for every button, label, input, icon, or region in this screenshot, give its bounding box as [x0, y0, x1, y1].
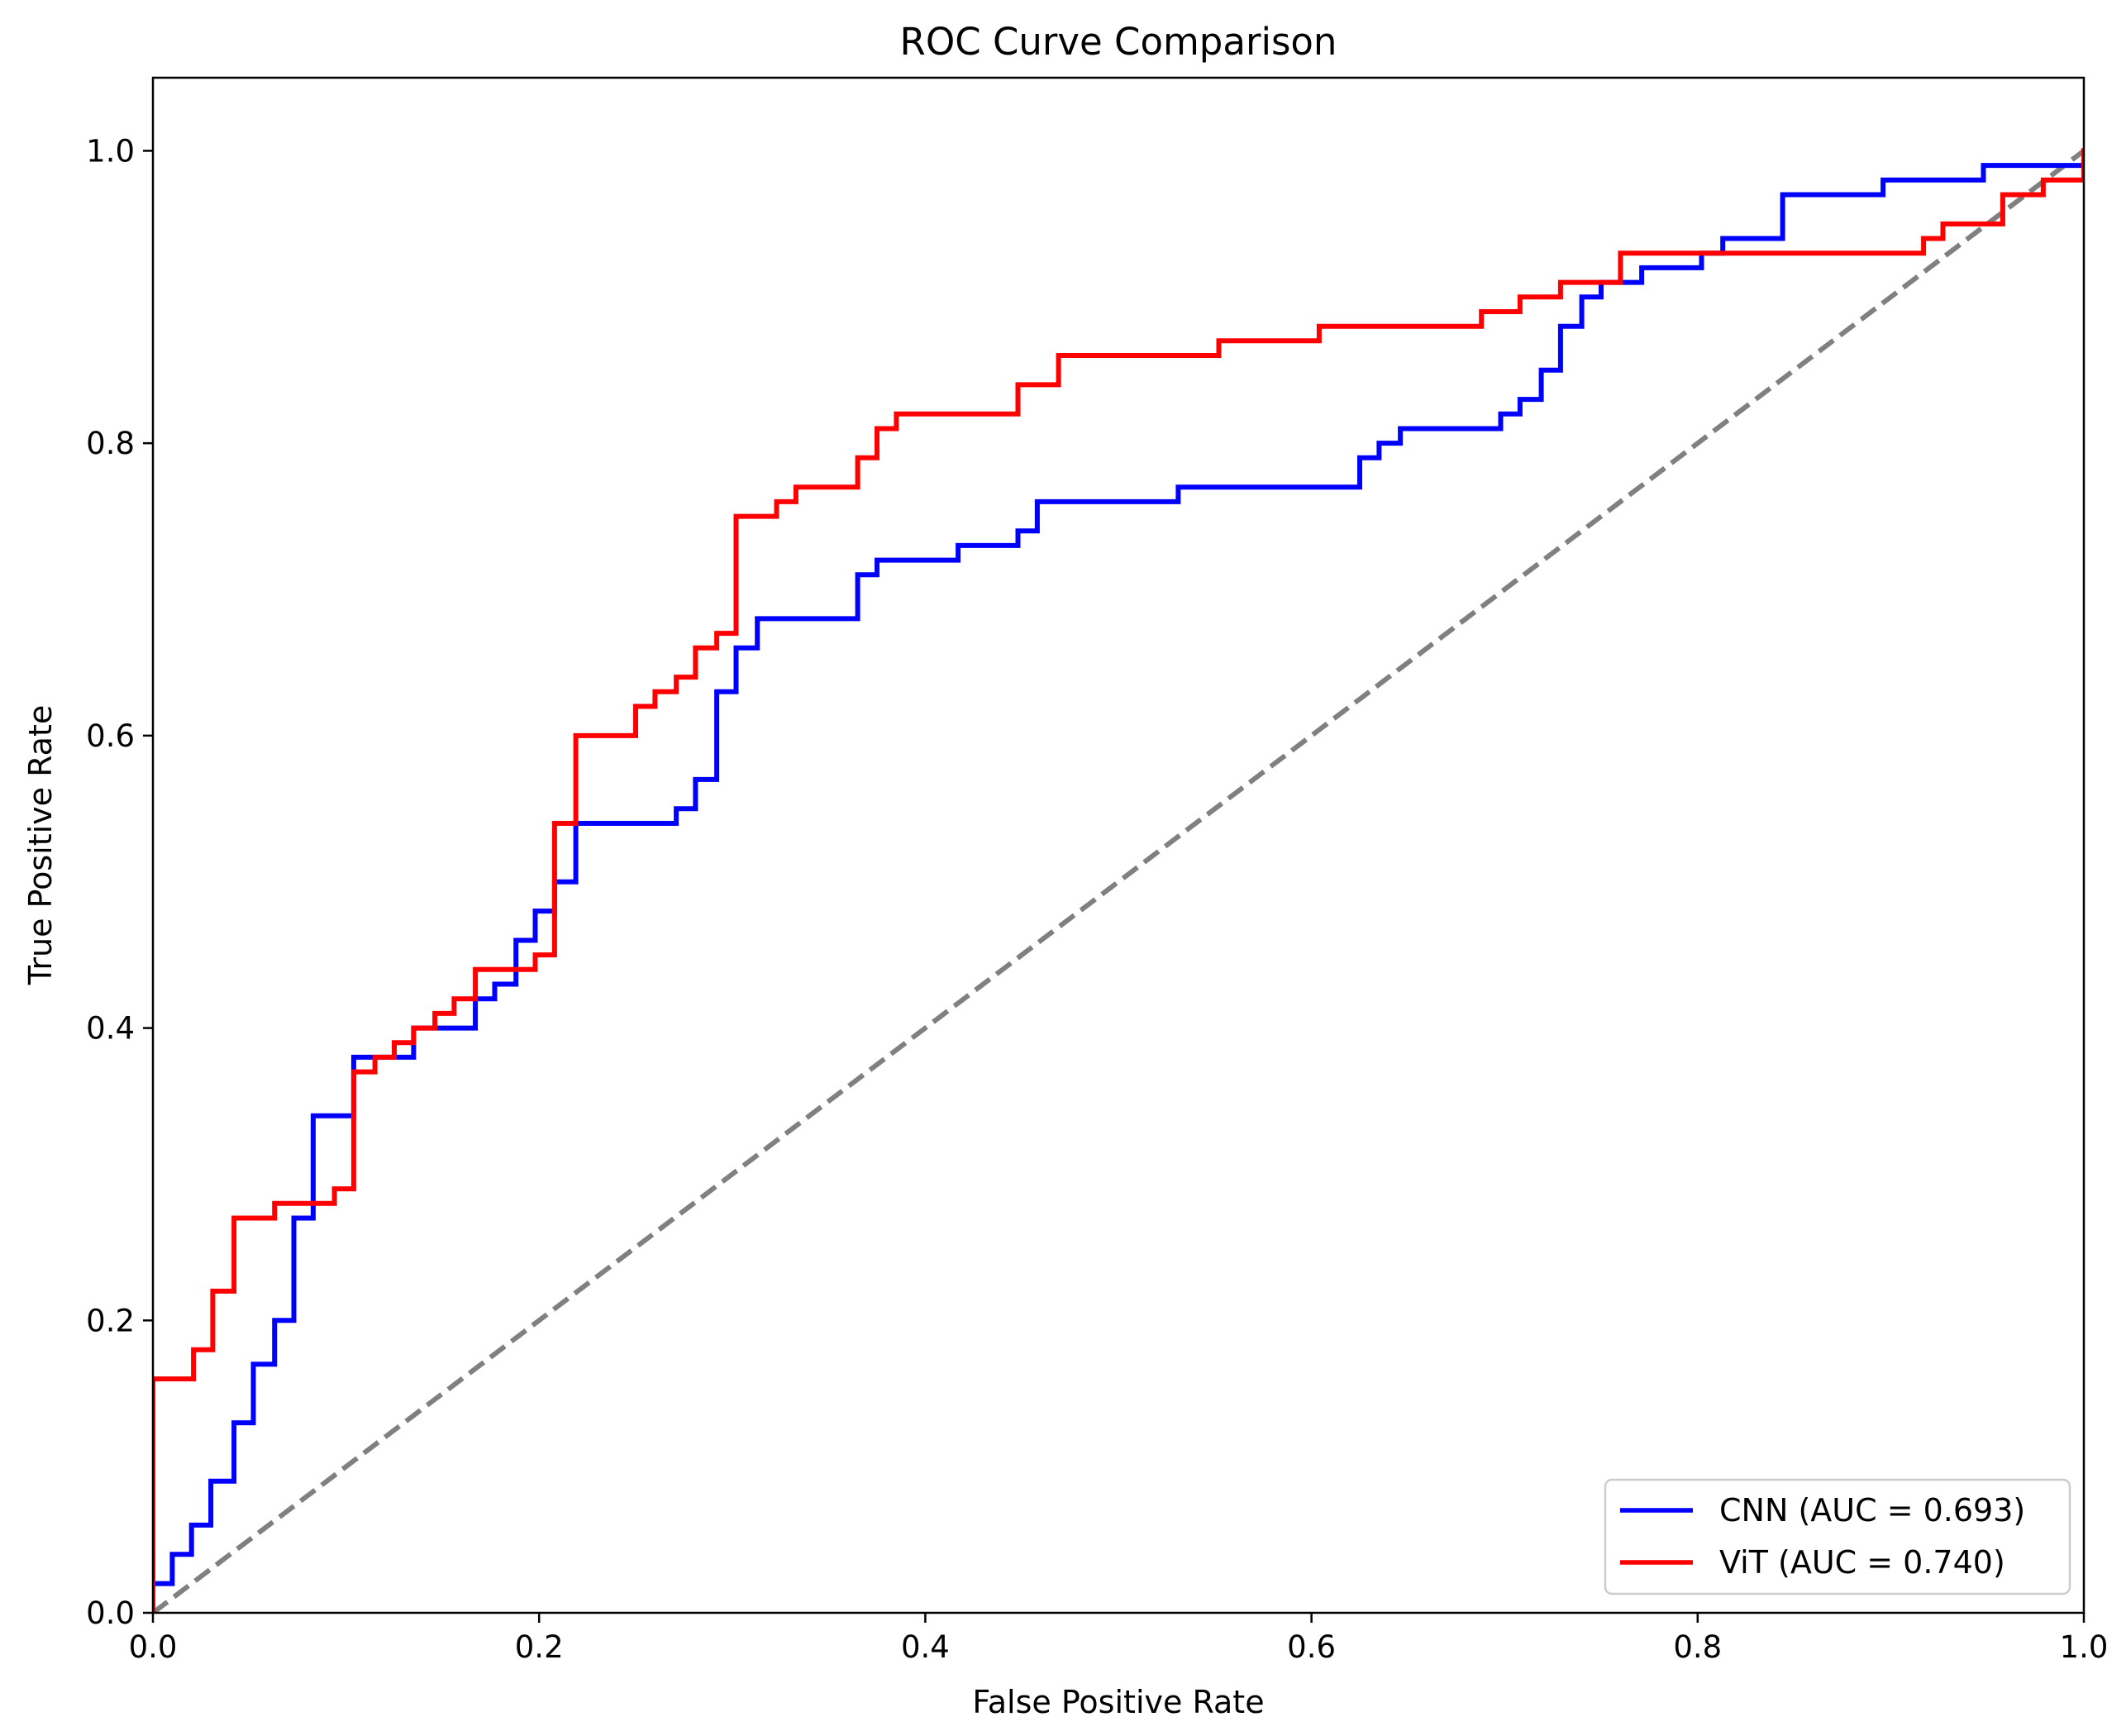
plot-frame: [151, 76, 2085, 1614]
chart-title: ROC Curve Comparison: [900, 20, 1337, 64]
x-tick-label: 0.0: [129, 1629, 178, 1665]
x-tick-label: 0.6: [1287, 1629, 1336, 1665]
chance-reference-line: [153, 149, 2084, 1613]
plot-area: [153, 148, 2084, 1613]
legend-box: [1604, 1478, 2071, 1595]
y-tick-label: 0.8: [86, 426, 135, 461]
y-tick-label: 1.0: [86, 133, 135, 169]
axis-ticks: 0.0 0.2 0.4 0.6 0.8 1.0 0.0 0.2 0.4 0.6 0.8 1.0: [86, 133, 2108, 1665]
y-axis-label: True Positive Rate: [22, 705, 59, 986]
x-tick-label: 0.8: [1673, 1629, 1722, 1665]
legend-label-vit: ViT (AUC = 0.740): [1719, 1544, 2005, 1581]
x-tick-label: 0.2: [515, 1629, 564, 1665]
legend: CNN (AUC = 0.693) ViT (AUC = 0.740): [1604, 1478, 2071, 1595]
y-tick-label: 0.2: [86, 1303, 135, 1338]
y-tick-label: 0.0: [86, 1595, 135, 1631]
vit-roc-curve: [153, 148, 2084, 1613]
cnn-roc-curve: [153, 148, 2084, 1613]
y-tick-label: 0.6: [86, 718, 135, 754]
x-axis-label: False Positive Rate: [972, 1684, 1264, 1720]
x-tick-label: 1.0: [2060, 1629, 2109, 1665]
legend-label-cnn: CNN (AUC = 0.693): [1719, 1492, 2025, 1529]
x-tick-label: 0.4: [901, 1629, 950, 1665]
y-tick-label: 0.4: [86, 1011, 135, 1047]
